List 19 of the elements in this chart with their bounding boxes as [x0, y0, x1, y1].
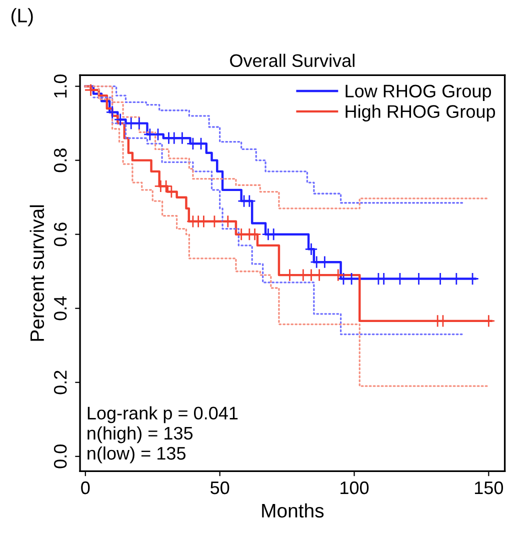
annotation: n(high) = 135 — [88, 426, 193, 444]
x-axis-title: Months — [262, 503, 324, 518]
text: (L) — [11, 8, 33, 26]
y-tick-label: 0.4 — [54, 296, 67, 320]
legend-label: Low RHOG Group — [346, 84, 491, 102]
annotation: Log-rank p = 0.041 — [88, 406, 238, 424]
y-tick-label: 0.8 — [54, 148, 67, 172]
y-tick-label: 1.0 — [54, 74, 67, 98]
x-tick-label: 0 — [81, 481, 90, 494]
annotation: n(low) = 135 — [88, 446, 186, 464]
chart-title: Overall Survival — [230, 54, 354, 68]
y-tick-label: 0.2 — [54, 370, 67, 394]
x-tick-label: 100 — [340, 481, 369, 494]
y-tick-label: 0.0 — [54, 444, 67, 468]
y-tick-label: 0.6 — [54, 222, 67, 246]
legend-label: High RHOG Group — [346, 104, 496, 122]
x-tick-label: 150 — [474, 481, 504, 494]
x-tick-label: 50 — [210, 481, 230, 494]
y-axis-title: Percent survival — [30, 205, 44, 341]
